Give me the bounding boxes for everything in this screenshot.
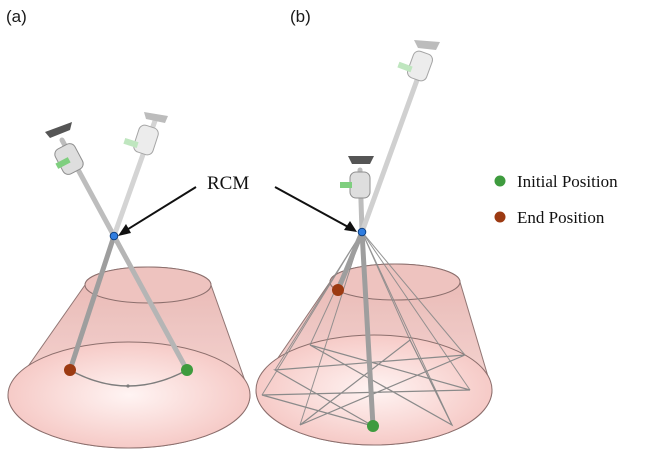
- legend-label-end: End Position: [517, 208, 605, 227]
- legend: Initial Position End Position: [494, 172, 618, 227]
- rcm-label: RCM: [207, 173, 249, 194]
- instrument-end-b: [335, 156, 374, 293]
- arrowhead-a: [118, 224, 131, 236]
- end-position-b: [332, 284, 344, 296]
- panel-label-a: (a): [6, 7, 27, 26]
- initial-position-b: [367, 420, 379, 432]
- rcm-arrow-b: [274, 186, 351, 229]
- initial-position-a: [181, 364, 193, 376]
- panel-b: [255, 40, 493, 446]
- arrowhead-b: [344, 221, 357, 232]
- rcm-annotation: RCM: [118, 173, 357, 236]
- instrument-end-a: [45, 122, 117, 373]
- instrument-initial-a: [111, 112, 190, 373]
- legend-marker-end: [494, 211, 506, 223]
- end-position-a: [64, 364, 76, 376]
- rcm-arrow-a: [124, 186, 197, 232]
- panel-label-b: (b): [290, 7, 311, 26]
- cone-base-a: [7, 341, 251, 449]
- cone-base-b: [255, 334, 493, 446]
- legend-label-initial: Initial Position: [517, 172, 618, 191]
- rcm-point-a: [109, 231, 119, 241]
- instrument-initial-b: [359, 40, 440, 429]
- panel-a: [7, 112, 251, 449]
- arc-midpoint-a: [126, 384, 130, 388]
- rcm-point-b: [357, 227, 367, 237]
- legend-marker-initial: [494, 175, 506, 187]
